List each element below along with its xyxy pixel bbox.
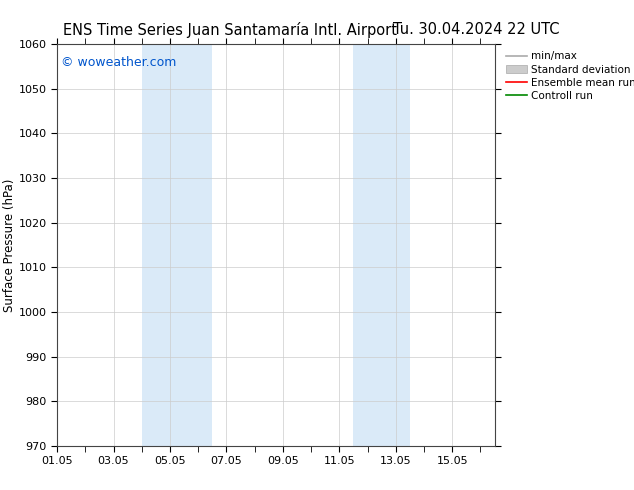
Legend: min/max, Standard deviation, Ensemble mean run, Controll run: min/max, Standard deviation, Ensemble me… [504, 49, 634, 103]
Bar [142, 44, 212, 446]
Text: © woweather.com: © woweather.com [61, 56, 177, 69]
Text: Tu. 30.04.2024 22 UTC: Tu. 30.04.2024 22 UTC [393, 22, 560, 37]
Y-axis label: Surface Pressure (hPa): Surface Pressure (hPa) [3, 178, 16, 312]
Title: ENS Time Series Juan Santamaría Intl. Airport      Tu. 30.04.2024 22 UTC: ENS Time Series Juan Santamaría Intl. Ai… [0, 489, 1, 490]
Text: ENS Time Series Juan Santamaría Intl. Airport: ENS Time Series Juan Santamaría Intl. Ai… [63, 22, 398, 38]
Bar [353, 44, 410, 446]
